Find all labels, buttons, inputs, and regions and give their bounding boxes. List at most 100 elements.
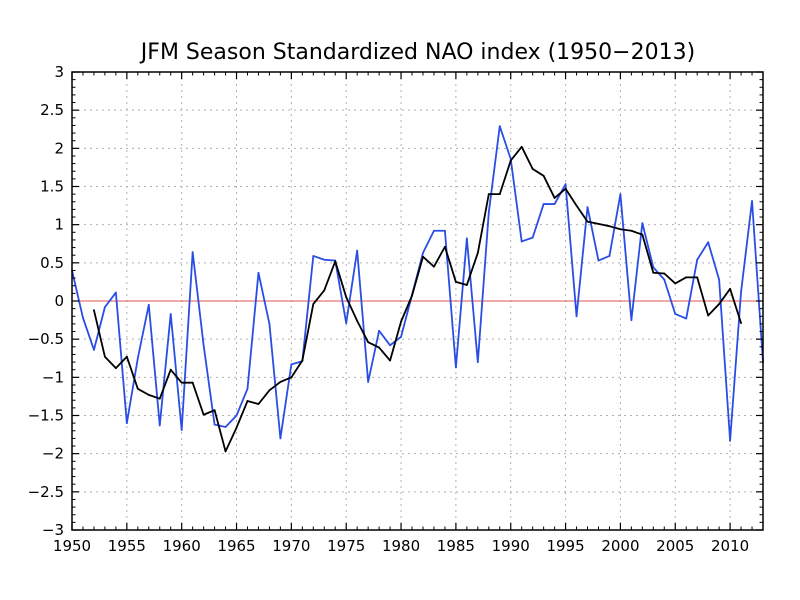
series-2-point bbox=[147, 393, 150, 396]
series-1-point bbox=[696, 258, 699, 261]
y-tick-label: 3 bbox=[54, 63, 64, 81]
chart-title: JFM Season Standardized NAO index (1950−… bbox=[139, 40, 695, 65]
series-1-point bbox=[531, 236, 534, 239]
series-1-point bbox=[740, 290, 742, 293]
series-1-point bbox=[520, 240, 523, 243]
x-tick-label: 1960 bbox=[163, 537, 201, 555]
series-1-point bbox=[158, 424, 161, 427]
series-1-point bbox=[125, 422, 128, 425]
x-tick-label: 2010 bbox=[711, 537, 749, 555]
series-2-point bbox=[740, 322, 742, 325]
series-2-point bbox=[367, 341, 370, 344]
series-1-point bbox=[597, 259, 600, 262]
series-1-point bbox=[487, 211, 490, 214]
y-tick-label: −1.5 bbox=[28, 407, 64, 425]
series-1-point bbox=[290, 363, 293, 366]
series-2-point bbox=[476, 252, 479, 254]
series-line-2 bbox=[93, 145, 742, 453]
series-2-point bbox=[169, 368, 172, 371]
series-1-point bbox=[444, 229, 446, 232]
y-tick-label: −0.5 bbox=[28, 330, 64, 348]
series-1-point bbox=[707, 241, 710, 244]
series-2-point bbox=[652, 271, 655, 274]
series-2-point bbox=[290, 376, 293, 379]
series-2-point bbox=[411, 294, 413, 297]
series-1-point bbox=[224, 426, 227, 428]
series-2-point bbox=[268, 389, 271, 392]
series-2-point bbox=[696, 276, 699, 279]
series-1-point bbox=[718, 278, 721, 281]
x-tick-label: 2000 bbox=[601, 537, 639, 555]
series-1-point bbox=[652, 266, 655, 269]
x-axis-tick-labels: 1950 1955 1960 1965 1970 1975 1980 1985 1990 1995… bbox=[53, 537, 749, 555]
series-1-point bbox=[367, 381, 370, 383]
series-2-point bbox=[729, 287, 731, 290]
series-2-point bbox=[378, 346, 381, 349]
series-2-point bbox=[125, 355, 128, 358]
series-2-point bbox=[641, 233, 644, 236]
series-2-point bbox=[498, 193, 501, 196]
data-series bbox=[71, 125, 764, 453]
series-1-point bbox=[564, 183, 567, 186]
series-2-point bbox=[520, 145, 523, 148]
series-1-point bbox=[641, 222, 644, 225]
series-1-point bbox=[619, 193, 622, 196]
series-1-point bbox=[422, 252, 424, 254]
series-1-point bbox=[114, 291, 117, 294]
series-2-point bbox=[597, 223, 600, 225]
series-2-point bbox=[114, 367, 117, 370]
series-1-point bbox=[400, 335, 402, 338]
series-1-point bbox=[323, 258, 326, 261]
series-2-point bbox=[433, 265, 435, 268]
series-2-point bbox=[509, 159, 512, 162]
series-1-point bbox=[674, 313, 677, 315]
series-1-point bbox=[93, 348, 95, 351]
series-2-point bbox=[191, 381, 194, 384]
series-1-point bbox=[542, 203, 545, 205]
series-1-point bbox=[498, 125, 501, 128]
series-2-point bbox=[531, 168, 534, 170]
series-1-point bbox=[169, 313, 172, 315]
series-2-point bbox=[136, 387, 139, 390]
series-2-point bbox=[465, 284, 468, 286]
series-1-point bbox=[630, 319, 633, 321]
series-1-point bbox=[191, 251, 194, 254]
series-2-point bbox=[619, 228, 622, 231]
series-1-point bbox=[180, 429, 183, 431]
series-1-point bbox=[202, 344, 205, 347]
series-2-point bbox=[345, 296, 348, 299]
series-2-point bbox=[334, 260, 337, 263]
y-tick-label: −2.5 bbox=[28, 483, 64, 501]
series-2-point bbox=[400, 320, 402, 323]
series-2-point bbox=[608, 225, 611, 228]
series-2-point bbox=[323, 289, 326, 292]
series-1-point bbox=[82, 316, 84, 319]
series-2-point bbox=[246, 400, 249, 402]
y-tick-label: 2.5 bbox=[40, 101, 64, 119]
series-2-point bbox=[235, 426, 238, 429]
series-1-point bbox=[312, 255, 315, 257]
series-2-point bbox=[301, 359, 304, 362]
x-tick-label: 1980 bbox=[382, 537, 420, 555]
series-2-point bbox=[707, 314, 710, 317]
series-2-point bbox=[213, 409, 216, 412]
series-2-point bbox=[630, 229, 633, 232]
x-tick-label: 1955 bbox=[108, 537, 146, 555]
series-1-point bbox=[575, 315, 578, 318]
series-2-point bbox=[257, 403, 260, 405]
y-tick-label: 2 bbox=[54, 139, 64, 157]
series-1-point bbox=[729, 439, 731, 442]
series-2-point bbox=[356, 319, 359, 322]
y-tick-label: 0 bbox=[54, 292, 64, 310]
series-1-point bbox=[279, 437, 282, 440]
series-2-point bbox=[444, 245, 446, 248]
series-2-point bbox=[553, 197, 556, 199]
series-1-point bbox=[378, 329, 381, 332]
series-2-point bbox=[93, 309, 95, 312]
series-1-point bbox=[147, 303, 150, 306]
series-2-point bbox=[422, 255, 424, 258]
series-2-point bbox=[718, 303, 721, 305]
x-tick-label: 1950 bbox=[53, 537, 91, 555]
series-2-point bbox=[279, 381, 282, 383]
